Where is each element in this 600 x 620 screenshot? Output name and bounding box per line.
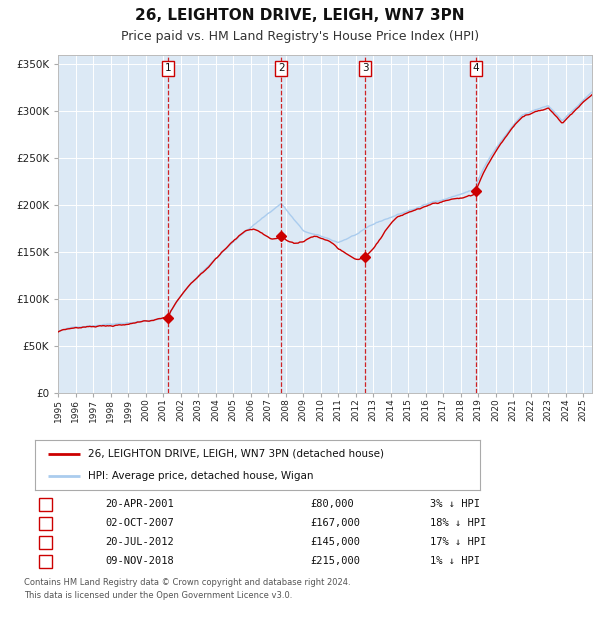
Text: 26, LEIGHTON DRIVE, LEIGH, WN7 3PN: 26, LEIGHTON DRIVE, LEIGH, WN7 3PN	[135, 8, 465, 23]
Text: 26, LEIGHTON DRIVE, LEIGH, WN7 3PN (detached house): 26, LEIGHTON DRIVE, LEIGH, WN7 3PN (deta…	[88, 449, 385, 459]
Text: 20-APR-2001: 20-APR-2001	[105, 499, 174, 509]
Text: 02-OCT-2007: 02-OCT-2007	[105, 518, 174, 528]
Text: 1: 1	[42, 499, 48, 509]
Text: 09-NOV-2018: 09-NOV-2018	[105, 556, 174, 566]
Text: 18% ↓ HPI: 18% ↓ HPI	[430, 518, 486, 528]
Text: 2: 2	[278, 63, 284, 73]
Text: £80,000: £80,000	[310, 499, 354, 509]
Text: 4: 4	[42, 556, 48, 566]
Text: Price paid vs. HM Land Registry's House Price Index (HPI): Price paid vs. HM Land Registry's House …	[121, 30, 479, 43]
Text: £145,000: £145,000	[310, 537, 360, 547]
Text: 1: 1	[165, 63, 172, 73]
Text: 2: 2	[42, 518, 48, 528]
Text: This data is licensed under the Open Government Licence v3.0.: This data is licensed under the Open Gov…	[24, 591, 292, 600]
Text: 4: 4	[472, 63, 479, 73]
Text: 3: 3	[362, 63, 368, 73]
Text: HPI: Average price, detached house, Wigan: HPI: Average price, detached house, Wiga…	[88, 471, 314, 481]
Text: Contains HM Land Registry data © Crown copyright and database right 2024.: Contains HM Land Registry data © Crown c…	[24, 578, 350, 587]
Text: £167,000: £167,000	[310, 518, 360, 528]
Text: 1% ↓ HPI: 1% ↓ HPI	[430, 556, 480, 566]
Text: 20-JUL-2012: 20-JUL-2012	[105, 537, 174, 547]
Text: £215,000: £215,000	[310, 556, 360, 566]
Text: 17% ↓ HPI: 17% ↓ HPI	[430, 537, 486, 547]
Text: 3: 3	[42, 537, 48, 547]
Text: 3% ↓ HPI: 3% ↓ HPI	[430, 499, 480, 509]
